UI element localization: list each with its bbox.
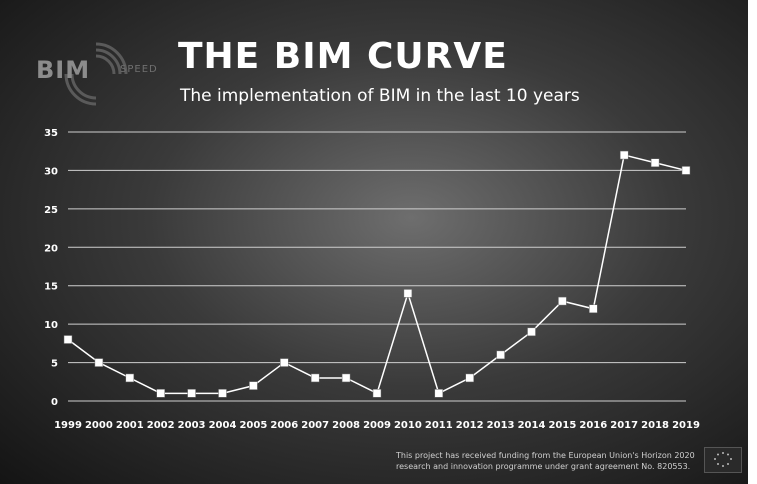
data-point-2011	[434, 389, 444, 398]
x-tick-label: 2018	[641, 420, 669, 431]
logo-text: BIM	[36, 56, 91, 84]
x-tick-label: 2010	[394, 420, 422, 431]
y-tick-label: 25	[44, 205, 58, 216]
x-tick-label: 1999	[54, 420, 82, 431]
y-tick-label: 30	[44, 166, 58, 177]
y-tick-label: 0	[51, 397, 58, 408]
x-tick-label: 2009	[363, 420, 391, 431]
x-tick-label: 2003	[178, 420, 206, 431]
data-point-2003	[187, 389, 196, 398]
x-tick-label: 2012	[456, 420, 484, 431]
x-tick-label: 2002	[147, 420, 175, 431]
data-point-2019	[681, 166, 691, 175]
data-point-2008	[341, 373, 351, 383]
x-axis: 1999 2000 2001 2002 2003 2004 2005 2006 2007 2008…	[54, 420, 700, 431]
chart-grid	[68, 131, 686, 402]
data-point-2010	[403, 289, 413, 298]
data-point-2009	[372, 389, 382, 398]
eu-flag-icon	[704, 447, 742, 473]
funding-notice: This project has received funding from t…	[396, 451, 695, 471]
x-tick-label: 2011	[425, 420, 453, 431]
data-point-2016	[589, 304, 598, 314]
y-tick-label: 15	[44, 282, 58, 293]
x-tick-label: 2015	[548, 420, 576, 431]
page-title: THE BIM CURVE	[178, 36, 508, 77]
data-point-2013	[496, 350, 505, 360]
x-tick-label: 2017	[610, 420, 638, 431]
series-line	[67, 154, 687, 395]
y-tick-label: 35	[44, 128, 58, 139]
y-axis: 0 5 10 15 20 25 30 35	[44, 128, 58, 408]
x-tick-label: 2000	[85, 420, 113, 431]
y-tick-label: 5	[51, 359, 58, 370]
x-tick-label: 2016	[579, 420, 607, 431]
x-tick-label: 2004	[209, 420, 237, 431]
x-tick-label: 2013	[487, 420, 515, 431]
y-tick-label: 10	[44, 320, 58, 331]
x-tick-label: 2007	[301, 420, 329, 431]
data-point-2005	[249, 381, 258, 390]
data-point-1999	[63, 335, 73, 344]
y-tick-label: 20	[44, 243, 58, 254]
bim-speed-logo: BIM SPEED	[36, 34, 176, 114]
data-point-2012	[465, 373, 474, 383]
data-point-2006	[280, 358, 289, 367]
data-point-2001	[125, 373, 135, 383]
data-point-2014	[527, 327, 536, 337]
x-tick-label: 2001	[116, 420, 144, 431]
data-point-2000	[94, 358, 104, 367]
data-point-2015	[558, 296, 567, 306]
data-point-2004	[218, 389, 227, 398]
data-point-2018	[650, 158, 660, 167]
x-tick-label: 2006	[270, 420, 298, 431]
logo-subtext: SPEED	[120, 64, 158, 75]
series-markers	[63, 150, 691, 398]
data-point-2007	[310, 373, 320, 383]
data-point-2017	[619, 150, 629, 160]
page-subtitle: The implementation of BIM in the last 10…	[180, 86, 580, 106]
x-tick-label: 2005	[239, 420, 267, 431]
x-tick-label: 2008	[332, 420, 360, 431]
x-tick-label: 2014	[518, 420, 546, 431]
x-tick-label: 2019	[672, 420, 700, 431]
logo-swirl-icon	[64, 42, 128, 106]
data-point-2002	[156, 389, 165, 398]
